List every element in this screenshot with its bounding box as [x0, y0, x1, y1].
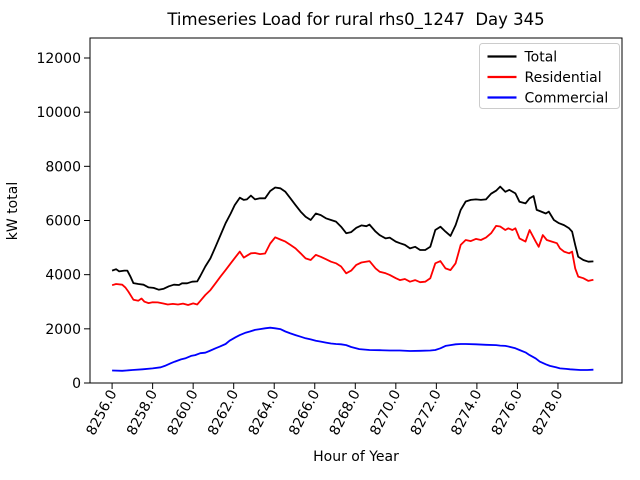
legend-label-residential: Residential	[525, 70, 602, 86]
x-tick-label: 8266.0	[286, 387, 323, 438]
y-tick-label: 0	[72, 376, 81, 392]
plot-frame	[89, 37, 623, 384]
y-axis-label: kW total	[5, 182, 21, 240]
y-axis-ticks: 0 2000 4000 6000 8000 10000 12000	[36, 51, 90, 392]
y-tick-label: 8000	[45, 159, 81, 175]
chart-title: Timeseries Load for rural rhs0_1247 Day …	[166, 10, 544, 30]
x-axis-ticks: 8256.0 8258.0 8260.0 8262.0 8264.0 8266.0 8268…	[83, 383, 566, 438]
y-tick-label: 10000	[36, 105, 81, 121]
y-tick-label: 4000	[45, 268, 81, 284]
y-tick-label: 6000	[45, 213, 81, 229]
x-tick-label: 8256.0	[83, 387, 120, 438]
series-lines	[111, 185, 594, 372]
series-line-commercial	[112, 326, 594, 372]
series-line-residential	[111, 224, 594, 306]
x-tick-label: 8270.0	[367, 387, 404, 438]
x-tick-label: 8278.0	[529, 387, 566, 438]
x-axis-label: Hour of Year	[313, 449, 399, 465]
x-tick-label: 8258.0	[124, 387, 161, 438]
x-tick-label: 8274.0	[448, 387, 485, 438]
x-tick-label: 8268.0	[327, 387, 364, 438]
y-tick-label: 2000	[45, 322, 81, 338]
x-tick-label: 8262.0	[205, 387, 242, 438]
series-line-total	[111, 185, 594, 291]
x-tick-label: 8264.0	[246, 387, 283, 438]
legend-box	[479, 43, 620, 109]
legend: Total Residential Commercial	[479, 43, 620, 109]
x-tick-label: 8272.0	[408, 387, 445, 438]
legend-label-commercial: Commercial	[525, 91, 609, 107]
x-tick-label: 8260.0	[165, 387, 202, 438]
legend-label-total: Total	[524, 50, 558, 66]
y-tick-label: 12000	[36, 51, 81, 67]
x-tick-label: 8276.0	[489, 387, 526, 438]
